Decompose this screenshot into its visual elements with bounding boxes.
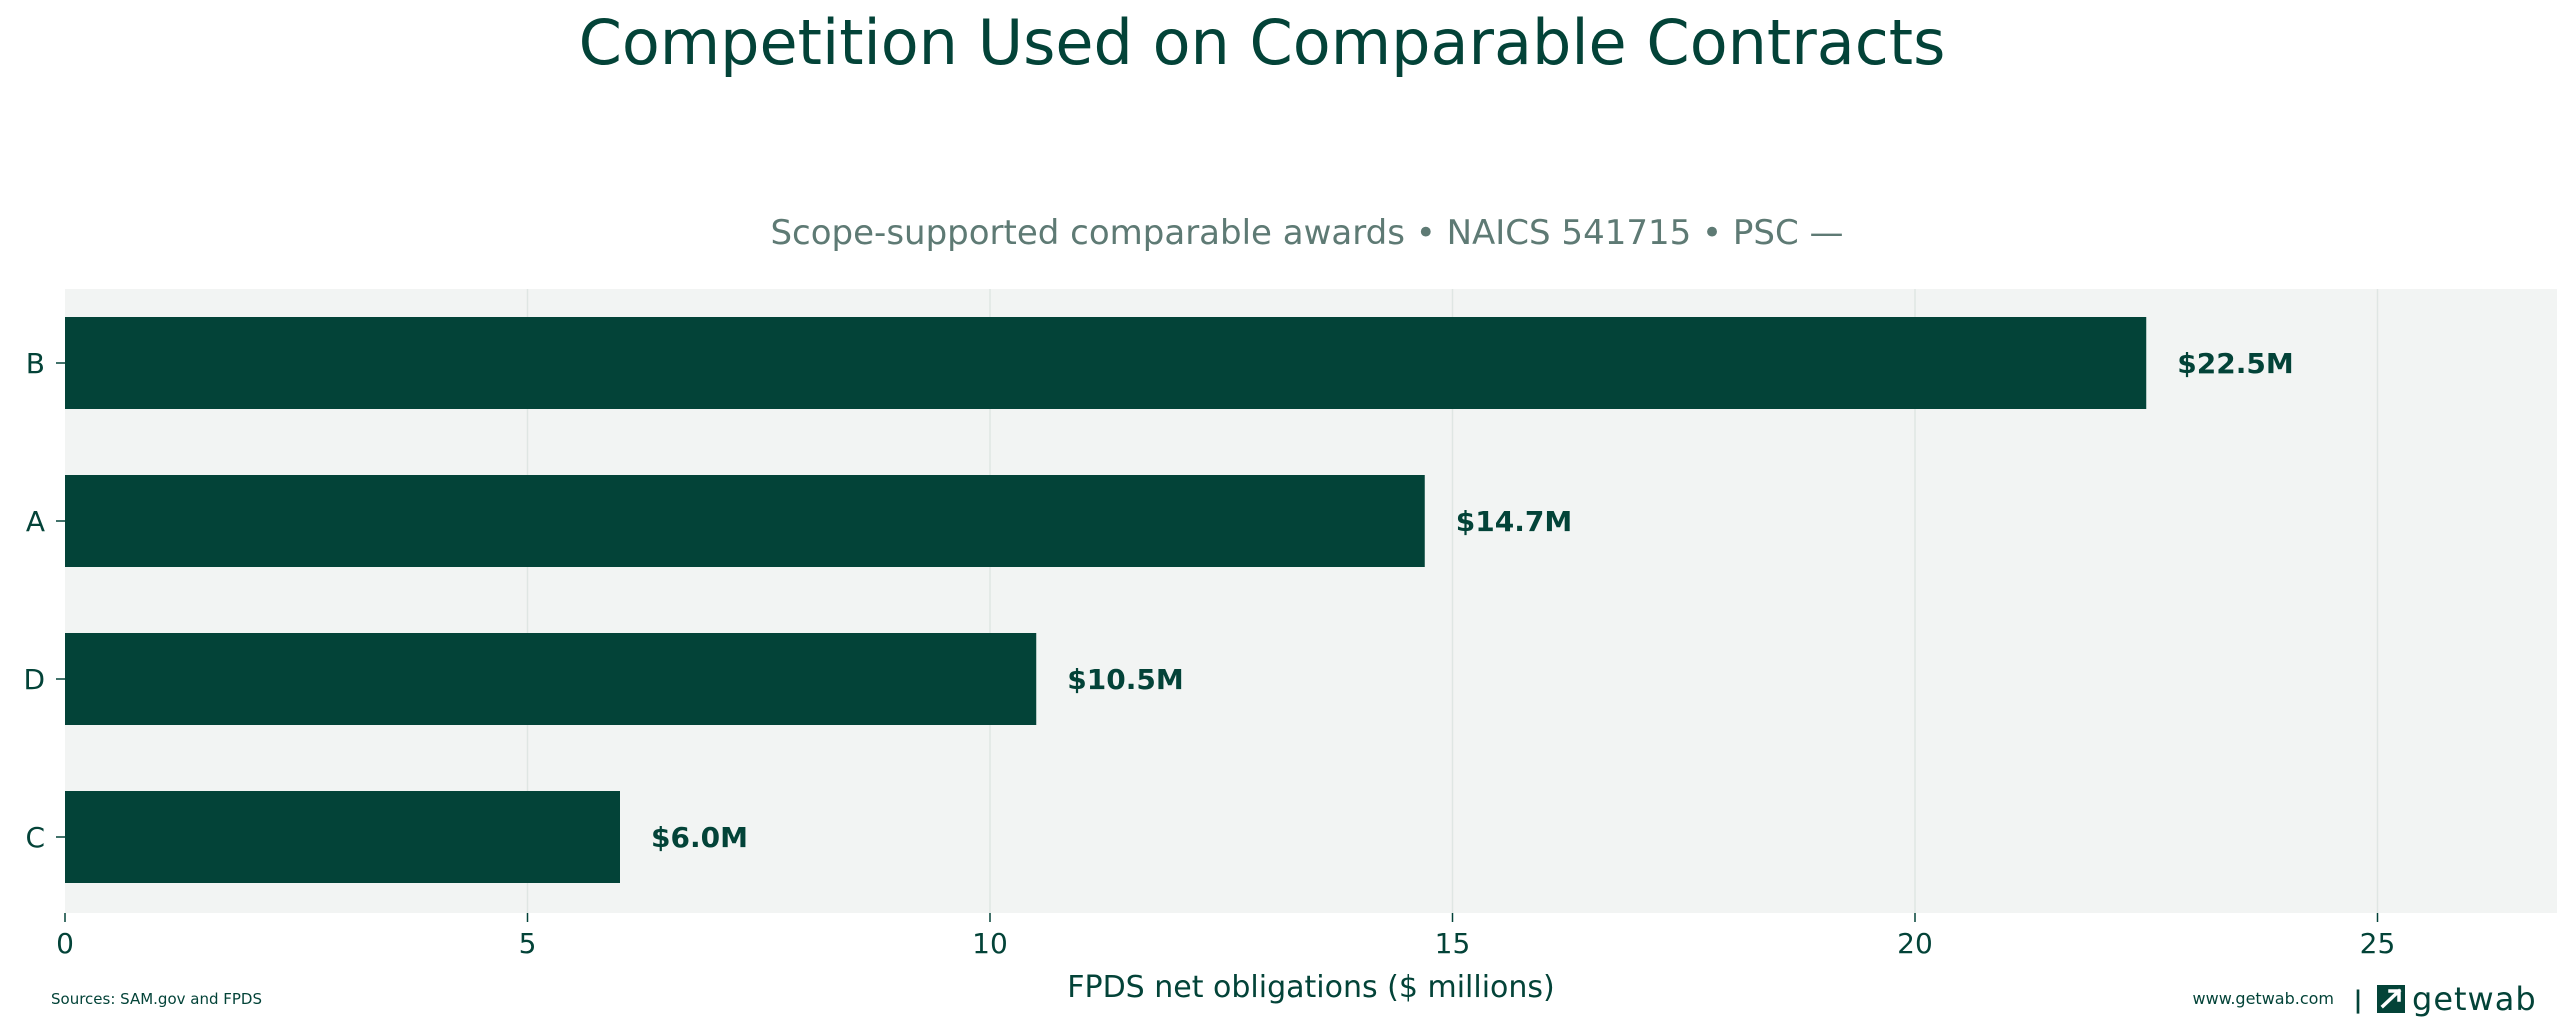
x-tick-label: 5 bbox=[519, 927, 537, 960]
brand-wordmark: getwab bbox=[2412, 980, 2537, 1018]
bar-value-label: $22.5M bbox=[2177, 347, 2293, 380]
y-tick-label: A bbox=[26, 505, 45, 538]
footer-separator: | bbox=[2354, 986, 2363, 1014]
y-tick-label: B bbox=[26, 347, 45, 380]
x-axis: 0 5 10 15 20 25 bbox=[56, 913, 2395, 960]
website-link[interactable]: www.getwab.com bbox=[2193, 989, 2334, 1008]
bars bbox=[65, 317, 2147, 883]
bar bbox=[65, 475, 1425, 567]
bar-value-label: $14.7M bbox=[1456, 505, 1572, 538]
bar bbox=[65, 633, 1037, 725]
bar bbox=[65, 317, 2147, 409]
x-tick-label: 0 bbox=[56, 927, 74, 960]
value-labels: $22.5M $14.7M $10.5M $6.0M bbox=[651, 347, 2294, 854]
y-tick-label: C bbox=[25, 821, 45, 854]
bar bbox=[65, 791, 620, 883]
x-tick-label: 15 bbox=[1435, 927, 1471, 960]
bar-value-label: $10.5M bbox=[1067, 663, 1183, 696]
chart-title: Competition Used on Comparable Contracts bbox=[579, 6, 1946, 79]
y-axis: B A D C bbox=[23, 347, 65, 854]
x-tick-label: 10 bbox=[972, 927, 1008, 960]
x-axis-label: FPDS net obligations ($ millions) bbox=[1067, 970, 1555, 1005]
sources-note: Sources: SAM.gov and FPDS bbox=[51, 990, 262, 1008]
x-tick-label: 25 bbox=[2360, 927, 2396, 960]
y-tick-label: D bbox=[23, 663, 45, 696]
chart-subtitle: Scope-supported comparable awards • NAIC… bbox=[770, 213, 1843, 253]
brand-mark-icon bbox=[2377, 985, 2405, 1013]
brand-logo: getwab bbox=[2377, 980, 2537, 1018]
x-tick-label: 20 bbox=[1897, 927, 1933, 960]
bar-value-label: $6.0M bbox=[651, 821, 748, 854]
